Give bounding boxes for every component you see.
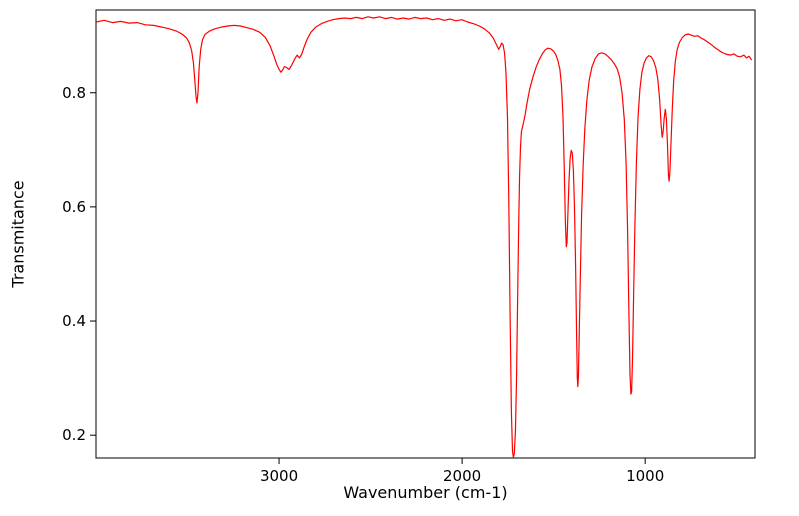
y-axis-label: Transmitance <box>8 180 28 288</box>
y-tick-label: 0.6 <box>62 198 86 216</box>
spectrum-line <box>96 16 752 458</box>
x-tick-label: 1000 <box>626 467 664 485</box>
x-tick-label: 2000 <box>443 467 481 485</box>
plot-border <box>95 9 756 459</box>
y-tick-label: 0.8 <box>62 84 86 102</box>
y-tick-label: 0.2 <box>62 426 86 444</box>
x-tick-label: 3000 <box>260 467 298 485</box>
x-axis-label: Wavenumber (cm-1) <box>343 483 508 502</box>
y-tick-label: 0.4 <box>62 312 86 330</box>
